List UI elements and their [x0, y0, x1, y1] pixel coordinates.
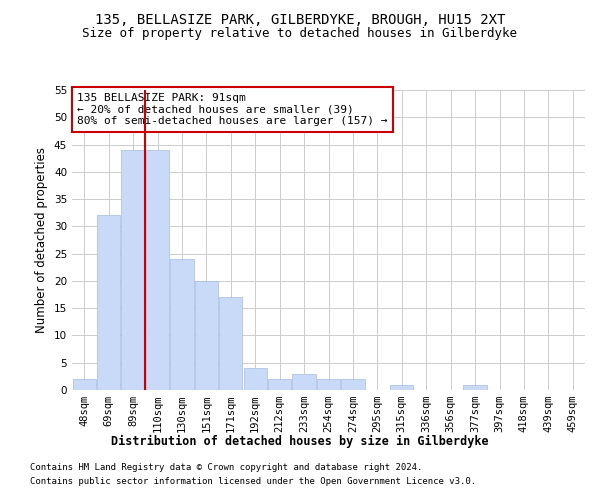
Text: 135, BELLASIZE PARK, GILBERDYKE, BROUGH, HU15 2XT: 135, BELLASIZE PARK, GILBERDYKE, BROUGH,… — [95, 12, 505, 26]
Bar — [268, 379, 291, 390]
Bar — [244, 368, 267, 390]
Bar — [146, 150, 169, 390]
Text: 135 BELLASIZE PARK: 91sqm
← 20% of detached houses are smaller (39)
80% of semi-: 135 BELLASIZE PARK: 91sqm ← 20% of detac… — [77, 93, 388, 126]
Bar — [463, 384, 487, 390]
Text: Size of property relative to detached houses in Gilberdyke: Size of property relative to detached ho… — [83, 28, 517, 40]
Bar — [341, 379, 365, 390]
Bar — [73, 379, 96, 390]
Bar — [292, 374, 316, 390]
Bar — [390, 384, 413, 390]
Bar — [195, 281, 218, 390]
Bar — [97, 216, 120, 390]
Y-axis label: Number of detached properties: Number of detached properties — [35, 147, 49, 333]
Text: Contains public sector information licensed under the Open Government Licence v3: Contains public sector information licen… — [30, 478, 476, 486]
Bar — [170, 259, 194, 390]
Bar — [317, 379, 340, 390]
Text: Contains HM Land Registry data © Crown copyright and database right 2024.: Contains HM Land Registry data © Crown c… — [30, 462, 422, 471]
Bar — [121, 150, 145, 390]
Text: Distribution of detached houses by size in Gilberdyke: Distribution of detached houses by size … — [111, 435, 489, 448]
Bar — [219, 298, 242, 390]
